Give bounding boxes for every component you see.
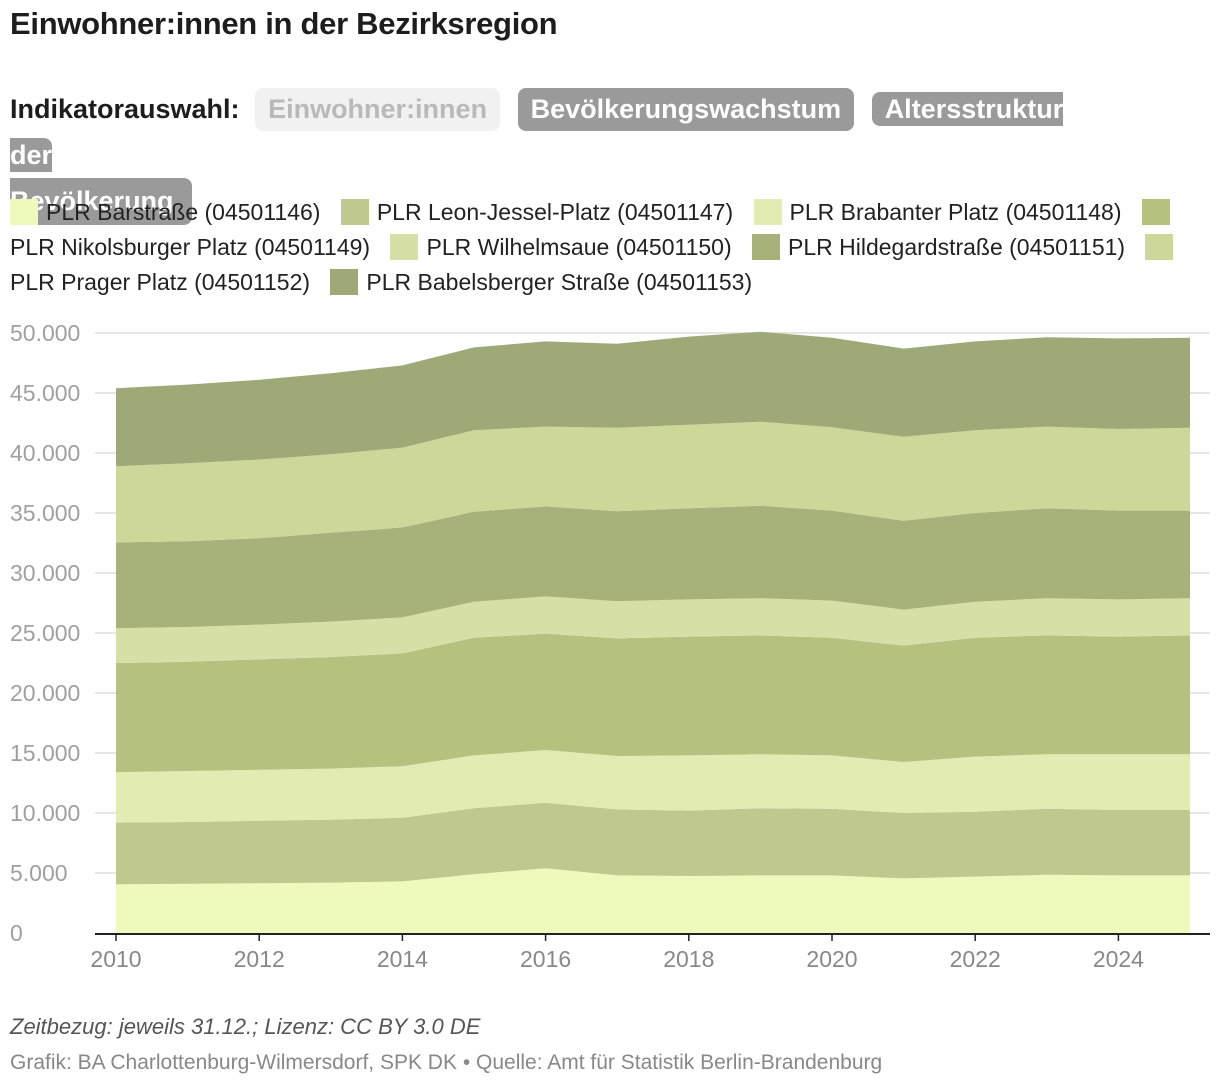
area-chart: 0 5.000 10.000 15.000 20.000 25.000 30.000 35.0… (10, 320, 1210, 972)
legend-label: PLR Hildegardstraße (04501151) (788, 234, 1126, 260)
chart-title: Einwohner:innen in der Bezirksregion (10, 6, 558, 41)
legend-swatch (10, 199, 38, 225)
legend-item[interactable]: PLR Leon-Jessel-Platz (04501147) (340, 199, 734, 225)
x-tick-label: 2020 (806, 946, 857, 972)
legend-swatch (330, 269, 359, 295)
x-tick-label: 2018 (663, 946, 714, 972)
area-series-4[interactable] (116, 596, 1190, 663)
indicator-selector: Indikatorauswahl: Einwohner:innen Bevölk… (10, 86, 1110, 225)
legend-label: PLR Nikolsburger Platz (04501149) (10, 234, 371, 260)
x-tick-label: 2010 (90, 946, 141, 972)
legend-swatch (753, 199, 782, 225)
x-tick-label: 2014 (377, 946, 428, 972)
area-series-0[interactable] (116, 868, 1190, 933)
legend-item[interactable]: PLR Prager Platz (04501152) (10, 234, 1181, 295)
x-tick-label: 2016 (520, 946, 571, 972)
y-tick-label: 0 (10, 920, 23, 946)
y-tick-label: 20.000 (10, 680, 80, 706)
legend-item[interactable]: PLR Babelsberger Straße (04501153) (330, 269, 752, 295)
legend-item[interactable]: PLR Nikolsburger Platz (04501149) (10, 199, 1178, 260)
legend-swatch (1141, 199, 1170, 225)
legend-label: PLR Prager Platz (04501152) (10, 269, 311, 295)
x-tick-label: 2022 (950, 946, 1001, 972)
legend-swatch (1145, 234, 1174, 260)
chart-legend: PLR Barstraße (04501146) PLR Leon-Jessel… (10, 195, 1215, 300)
indicator-button-einwohner[interactable]: Einwohner:innen (255, 88, 501, 131)
indicator-button-bevoelkerungswachstum[interactable]: Bevölkerungswachstum (517, 88, 855, 131)
legend-item[interactable]: PLR Barstraße (04501146) (10, 199, 320, 225)
area-series-7[interactable] (116, 331, 1190, 467)
legend-swatch (390, 234, 419, 260)
y-tick-label: 50.000 (10, 320, 80, 346)
area-series-6[interactable] (116, 421, 1190, 543)
legend-swatch (340, 199, 369, 225)
legend-item[interactable]: PLR Hildegardstraße (04501151) (752, 234, 1125, 260)
area-series-1[interactable] (116, 802, 1190, 885)
legend-item[interactable]: PLR Brabanter Platz (04501148) (753, 199, 1122, 225)
legend-label: PLR Wilhelmsaue (04501150) (426, 234, 732, 260)
x-tick-label: 2012 (234, 946, 285, 972)
y-tick-label: 10.000 (10, 800, 80, 826)
legend-swatch (752, 234, 780, 260)
y-tick-label: 5.000 (10, 860, 68, 886)
area-series-2[interactable] (116, 750, 1190, 823)
indicator-button-altersstruktur-line2[interactable]: Bevölkerung (10, 178, 192, 225)
source-credit: Grafik: BA Charlottenburg-Wilmersdorf, S… (10, 1051, 883, 1074)
area-series-3[interactable] (116, 633, 1190, 773)
legend-label: PLR Brabanter Platz (04501148) (789, 199, 1122, 225)
y-tick-label: 45.000 (10, 380, 80, 406)
y-tick-label: 40.000 (10, 440, 80, 466)
legend-label: PLR Barstraße (04501146) (46, 199, 321, 225)
y-tick-label: 15.000 (10, 740, 80, 766)
indicator-label: Indikatorauswahl: (10, 94, 240, 124)
y-tick-label: 35.000 (10, 500, 80, 526)
legend-label: PLR Babelsberger Straße (04501153) (366, 269, 753, 295)
x-tick-label: 2024 (1093, 946, 1144, 972)
legend-item[interactable]: PLR Wilhelmsaue (04501150) (390, 234, 732, 260)
area-series-5[interactable] (116, 505, 1190, 629)
legend-label: PLR Leon-Jessel-Platz (04501147) (376, 199, 734, 225)
y-tick-label: 30.000 (10, 560, 80, 586)
y-tick-label: 25.000 (10, 620, 80, 646)
footnote: Zeitbezug: jeweils 31.12.; Lizenz: CC BY… (10, 1014, 481, 1039)
